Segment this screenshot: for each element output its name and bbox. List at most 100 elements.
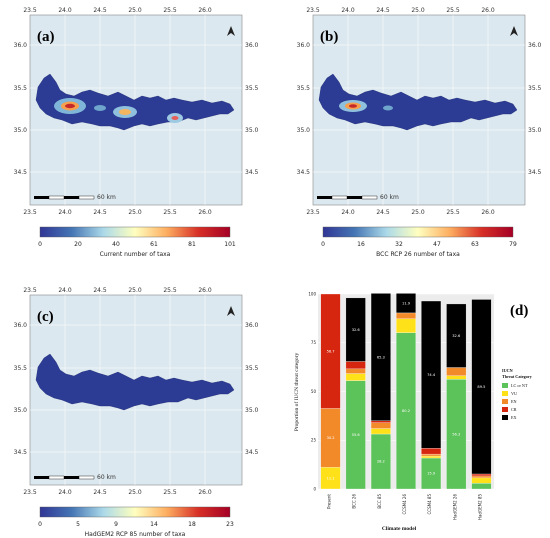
- bar-segment: [396, 318, 416, 333]
- colorbar-tick: 14: [150, 521, 158, 528]
- tick-label: 25.0: [411, 209, 425, 216]
- bar-segment: [421, 448, 442, 455]
- tick-label: 26.0: [198, 287, 212, 294]
- scale-bar: 60 km: [34, 194, 116, 201]
- map-gridlines: [30, 15, 242, 205]
- panel-label-c: (c): [37, 309, 54, 325]
- colorbar-tick: 20: [74, 241, 82, 248]
- legend-swatch: [502, 383, 508, 388]
- tick-label: 26.0: [198, 489, 212, 496]
- y-axis-title: Proportion of IUCN threat category: [293, 353, 300, 432]
- scale-bar: 60 km: [34, 474, 116, 481]
- lon-ticks-top: 23.5 24.0 24.5 25.0 25.5 26.0: [306, 7, 495, 14]
- segment-value-label: 30.2: [327, 436, 335, 440]
- crete-island-shape: [318, 73, 518, 131]
- legend-item-label: EX: [511, 415, 517, 420]
- lat-ticks-left: 36.0 35.5 35.0 34.5: [14, 42, 28, 176]
- legend-item-label: CR: [511, 407, 517, 412]
- north-arrow-icon: [227, 306, 235, 316]
- colorbar-title: Current number of taxa: [100, 251, 171, 258]
- bar-segment: [471, 482, 492, 490]
- scale-text: 60 km: [97, 474, 116, 481]
- colorbar-tick: 40: [112, 241, 120, 248]
- segment-value-label: 58.7: [327, 349, 335, 353]
- scale-text: 60 km: [380, 194, 399, 201]
- tick-label: 23.5: [306, 7, 320, 14]
- lon-ticks-top: 23.5 24.0 24.5 25.0 25.5 26.0: [23, 7, 212, 14]
- legend-swatch: [502, 391, 508, 396]
- bar-segment: [471, 473, 492, 477]
- segment-value-label: 74.4: [427, 373, 436, 377]
- tick-label: 35.0: [14, 127, 28, 134]
- lat-ticks-left: 36.0 35.5 35.0 34.5: [14, 322, 28, 456]
- tick-label: 26.0: [198, 209, 212, 216]
- tick-label: 35.0: [245, 127, 259, 134]
- map-panel-c: 60 km (c) 23.5 24.0 24.5 25.0 25.5 26.0 …: [14, 287, 259, 538]
- lon-ticks-bottom: 23.5 24.0 24.5 25.0 25.5 26.0: [23, 209, 212, 216]
- colorbar-tick: 101: [224, 241, 236, 248]
- bar-plot-area: 0 25 50 75 100 11.1 30.2 58.7 Present 55.6 32.6 BCC…: [308, 291, 494, 520]
- bar-segment: [370, 293, 391, 421]
- tick-label: 35.5: [14, 365, 28, 372]
- tick-label: 35.0: [528, 127, 542, 134]
- tick-label: 25.5: [446, 209, 460, 216]
- legend-swatch: [502, 407, 508, 412]
- segment-value-label: 11.9: [402, 301, 411, 305]
- tick-label: 24.0: [341, 209, 355, 216]
- colorbar-tick: 5: [76, 521, 80, 528]
- tick-label: 24.0: [341, 7, 355, 14]
- bar-segment: [345, 297, 366, 362]
- bar-segment: [370, 428, 391, 435]
- tick-label: 34.5: [14, 449, 28, 456]
- tick-label: 24.0: [58, 489, 72, 496]
- tick-label: 26.0: [481, 7, 495, 14]
- colorbar-tick: 23: [226, 521, 234, 528]
- map-panel-a: 60 km (a) 23.5 24.0 24.5 25.0 25.5 26.0 …: [14, 7, 259, 258]
- colorbar-tick: 9: [114, 521, 118, 528]
- tick-label: 25.0: [411, 7, 425, 14]
- y-tick-label: 0: [313, 486, 316, 491]
- segment-value-label: 56.3: [452, 432, 460, 436]
- legend-title-line1: IUCN: [502, 368, 513, 373]
- tick-label: 34.5: [14, 169, 28, 176]
- bar-segment: [421, 300, 442, 449]
- lat-ticks-right: 36.0 35.5 35.0 34.5: [245, 42, 259, 176]
- colorbar-tick: 81: [188, 241, 196, 248]
- tick-label: 35.5: [14, 85, 28, 92]
- legend-item-label: EN: [511, 399, 517, 404]
- legend-item-label: LC or NT: [511, 383, 528, 388]
- bar-segment: [396, 312, 416, 319]
- segment-value-label: 11.1: [327, 476, 335, 480]
- bar-segment: [471, 475, 492, 479]
- colorbar-title: BCC RCP 26 number of taxa: [376, 251, 460, 258]
- tick-label: 24.5: [93, 287, 107, 294]
- tick-label: 23.5: [23, 7, 37, 14]
- colorbar-ticks: 0 20 40 61 81 101: [38, 241, 236, 248]
- tick-label: 35.5: [528, 85, 542, 92]
- segment-value-label: 32.6: [352, 328, 361, 332]
- bar-segment: [345, 368, 366, 374]
- tick-label: 24.0: [58, 287, 72, 294]
- y-tick-label: 25: [311, 438, 317, 443]
- colorbar-tick: 47: [433, 241, 441, 248]
- colorbar-ticks: 0 16 32 47 63 79: [321, 241, 517, 248]
- bar-segment: [345, 361, 366, 370]
- colorbar-tick: 0: [38, 521, 42, 528]
- bar-segment: [471, 477, 492, 484]
- x-tick-label: HadGEM2 85: [477, 494, 482, 520]
- tick-label: 24.5: [376, 7, 390, 14]
- tick-label: 34.5: [245, 449, 259, 456]
- colorbar-ticks: 0 5 9 14 18 23: [38, 521, 234, 528]
- north-arrow-icon: [227, 26, 235, 36]
- tick-label: 36.0: [14, 42, 28, 49]
- tick-label: 36.0: [245, 42, 259, 49]
- tick-label: 23.5: [23, 489, 37, 496]
- stacked-bar-panel-d: (d) 0 25 50 75 100 11.1 30.2 58.7 Present 55.6 32.…: [293, 291, 533, 532]
- colorbar-tick: 0: [38, 241, 42, 248]
- colorbar-title: HadGEM2 RCP 85 number of taxa: [85, 531, 186, 538]
- tick-label: 35.5: [245, 365, 259, 372]
- lat-ticks-right: 36.0 35.5 35.0 34.5: [528, 42, 542, 176]
- lat-ticks-right: 36.0 35.5 35.0 34.5: [245, 322, 259, 456]
- bar-segment: [370, 420, 391, 423]
- tick-label: 24.5: [93, 489, 107, 496]
